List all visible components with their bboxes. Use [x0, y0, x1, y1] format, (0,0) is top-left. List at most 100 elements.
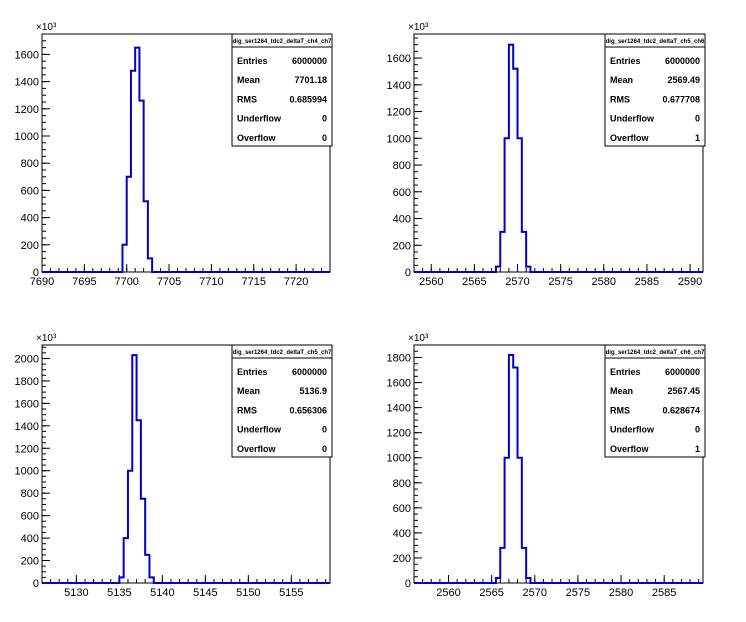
stats-value: 0	[322, 114, 327, 124]
y-tick-label: 400	[393, 214, 411, 226]
x-tick-label: 2560	[419, 276, 443, 288]
stats-label: RMS	[237, 405, 257, 415]
x-tick-label: 2560	[436, 587, 460, 599]
x-tick-label: 5145	[193, 587, 217, 599]
y-tick-label: 400	[21, 533, 39, 545]
x-tick-label: 7695	[72, 276, 96, 288]
y-exponent-label: ×10³	[408, 22, 429, 33]
x-tick-label: 7715	[242, 276, 266, 288]
x-tick-label: 2565	[462, 276, 486, 288]
x-tick-label: 7705	[157, 276, 181, 288]
y-tick-label: 600	[393, 187, 411, 199]
stats-box	[231, 33, 333, 147]
y-tick-label: 1600	[15, 398, 39, 410]
y-tick-label: 1400	[387, 80, 411, 92]
stats-label: Mean	[237, 75, 260, 85]
y-tick-label: 2000	[15, 353, 39, 365]
y-exponent-label: ×10³	[408, 333, 429, 344]
stats-value: 2567.45	[667, 386, 700, 396]
stats-label: Underflow	[610, 425, 655, 435]
y-tick-label: 200	[393, 240, 411, 252]
y-tick-label: 400	[21, 213, 39, 225]
stats-value: 2569.49	[667, 75, 700, 85]
stats-value: 0.628674	[662, 405, 700, 415]
stats-label: Mean	[237, 386, 260, 396]
stats-title: dig_ser1264_tdc2_deltaT_ch5_ch6	[606, 39, 705, 45]
stats-label: Mean	[610, 75, 633, 85]
stats-label: Entries	[237, 56, 268, 66]
x-tick-label: 2580	[592, 276, 616, 288]
y-tick-label: 0	[33, 578, 39, 590]
stats-label: RMS	[237, 94, 257, 104]
stats-label: Overflow	[237, 133, 277, 143]
y-tick-label: 0	[405, 578, 411, 590]
y-tick-label: 0	[33, 267, 39, 279]
stats-label: Underflow	[237, 425, 282, 435]
x-tick-label: 5130	[64, 587, 88, 599]
stats-label: RMS	[610, 94, 630, 104]
stats-value: 0	[322, 425, 327, 435]
stats-value: 0	[695, 114, 700, 124]
y-tick-label: 200	[21, 556, 39, 568]
x-tick-label: 5135	[107, 587, 131, 599]
stats-box	[604, 33, 706, 147]
stats-title: dig_ser1264_tdc2_deltaT_ch6_ch7	[606, 350, 705, 356]
y-tick-label: 200	[393, 553, 411, 565]
histogram-series	[414, 43, 703, 273]
y-tick-label: 1000	[387, 133, 411, 145]
stats-box	[604, 344, 706, 458]
x-tick-label: 2565	[479, 587, 503, 599]
stats-label: Underflow	[237, 114, 282, 124]
x-tick-label: 2575	[548, 276, 572, 288]
y-tick-label: 800	[21, 488, 39, 500]
y-tick-label: 800	[393, 160, 411, 172]
stats-title: dig_ser1264_tdc2_deltaT_ch4_ch7	[233, 39, 332, 45]
y-tick-label: 800	[393, 478, 411, 490]
y-tick-label: 1400	[15, 77, 39, 89]
stats-label: Entries	[610, 367, 641, 377]
stats-value: 6000000	[292, 56, 327, 66]
y-tick-label: 200	[21, 240, 39, 252]
stats-value: 0.685994	[289, 94, 327, 104]
x-tick-label: 7710	[199, 276, 223, 288]
y-tick-label: 1000	[15, 131, 39, 143]
y-tick-label: 1600	[387, 378, 411, 390]
x-tick-label: 2580	[609, 587, 633, 599]
x-tick-label: 7700	[114, 276, 138, 288]
stats-label: Overflow	[610, 133, 650, 143]
x-tick-label: 2570	[523, 587, 547, 599]
y-tick-label: 1400	[15, 421, 39, 433]
x-tick-label: 5150	[236, 587, 260, 599]
histogram-series	[414, 354, 703, 584]
stats-value: 0.656306	[289, 405, 327, 415]
y-tick-label: 800	[21, 158, 39, 170]
x-tick-label: 2570	[505, 276, 529, 288]
x-tick-label: 7720	[284, 276, 308, 288]
stats-value: 5136.9	[299, 386, 327, 396]
stats-label: Entries	[237, 367, 268, 377]
stats-label: Underflow	[610, 114, 655, 124]
y-exponent-label: ×10³	[36, 22, 57, 33]
y-tick-label: 1200	[15, 443, 39, 455]
x-tick-label: 5155	[279, 587, 303, 599]
y-tick-label: 400	[393, 528, 411, 540]
histogram-series	[42, 46, 330, 273]
y-exponent-label: ×10³	[36, 333, 57, 344]
stats-value: 0.677708	[662, 94, 700, 104]
y-tick-label: 1800	[15, 376, 39, 388]
y-tick-label: 1000	[15, 466, 39, 478]
y-tick-label: 600	[21, 185, 39, 197]
x-tick-label: 2590	[678, 276, 702, 288]
stats-value: 0	[695, 425, 700, 435]
y-tick-label: 1000	[387, 453, 411, 465]
x-tick-label: 2585	[652, 587, 676, 599]
y-tick-label: 1200	[387, 107, 411, 119]
y-tick-label: 1600	[387, 53, 411, 65]
stats-value: 1	[695, 444, 700, 454]
x-tick-label: 7690	[30, 276, 54, 288]
y-tick-label: 1800	[387, 353, 411, 365]
stats-value: 6000000	[665, 56, 700, 66]
stats-box	[231, 344, 333, 458]
y-tick-label: 600	[21, 511, 39, 523]
